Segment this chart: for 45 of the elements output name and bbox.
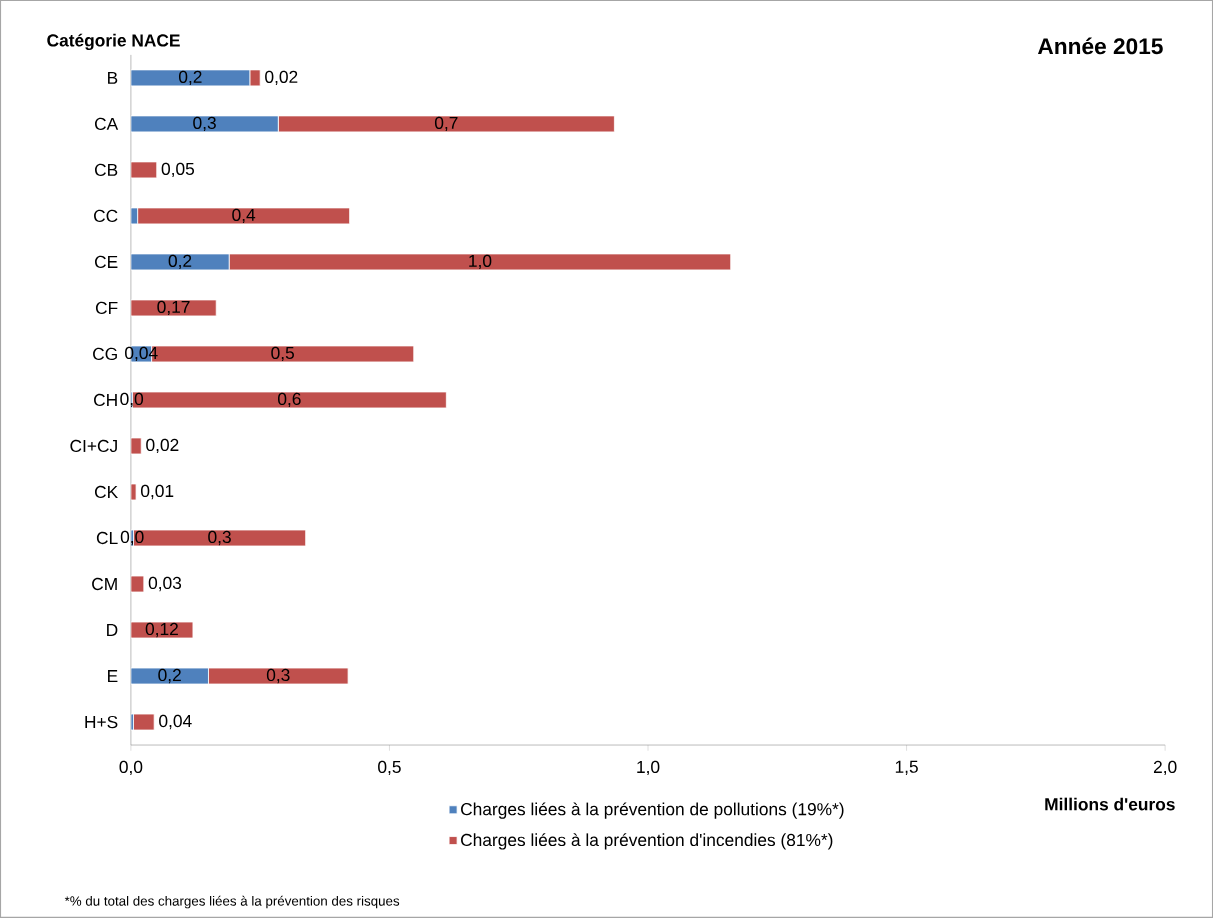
y-axis-title: Catégorie NACE: [47, 33, 180, 51]
y-tick-label: CH: [94, 393, 117, 407]
data-label: 0,03: [148, 576, 182, 592]
x-tick-label: 1,0: [637, 760, 660, 776]
data-label: 0,2: [168, 254, 192, 270]
y-tick-label: CG: [93, 347, 117, 361]
data-label: 0,7: [434, 116, 458, 132]
y-tick-label: CC: [94, 209, 118, 223]
x-tick-label: 1,5: [895, 760, 918, 775]
x-axis-title: Millions d'euros: [1045, 797, 1175, 811]
x-tick-label: 2,0: [1153, 760, 1177, 776]
chart-title: Année 2015: [1037, 37, 1163, 55]
legend-label: Charges liées à la prévention d'incendies (81%*): [461, 833, 833, 850]
data-label: 0,2: [178, 70, 202, 86]
legend-label: Charges liées à la prévention de pollutions (19%*): [461, 802, 844, 819]
data-label: 0,3: [266, 668, 290, 684]
text: *% du total des charges liées à la prévention des risques: [64, 895, 400, 909]
y-tick-label: CI+CJ: [70, 439, 117, 453]
x-tick-label: 0,5: [378, 760, 401, 776]
y-tick-label: CK: [94, 485, 118, 499]
y-tick-label: CF: [95, 301, 118, 315]
y-tick-label: CL: [96, 531, 118, 545]
y-tick-label: CB: [94, 163, 118, 177]
data-label: 0,12: [145, 622, 178, 638]
data-label: 0,6: [278, 392, 301, 408]
y-tick-label: CE: [94, 255, 118, 269]
data-label: 0,02: [265, 70, 298, 86]
y-tick-label: H+S: [85, 715, 118, 729]
y-tick-label: D: [107, 624, 118, 637]
data-label: 1,0: [469, 254, 492, 270]
data-label: 0,01: [141, 484, 174, 500]
data-label: 0,04: [159, 714, 192, 730]
x-tick-label: 0,0: [119, 760, 143, 776]
data-label: 0,5: [271, 346, 294, 362]
y-tick-label: B: [108, 71, 118, 84]
data-label: 0,4: [232, 208, 256, 224]
data-label: 0,02: [146, 438, 179, 454]
data-label: 0,05: [161, 162, 195, 178]
data-label: 0,2: [158, 668, 181, 684]
y-tick-label: CM: [92, 577, 117, 591]
data-label: 0,3: [193, 116, 216, 132]
y-tick-label: CA: [94, 117, 119, 131]
data-label: 0,17: [157, 300, 190, 316]
data-label: 0,3: [208, 530, 231, 546]
y-tick-label: E: [108, 670, 118, 683]
